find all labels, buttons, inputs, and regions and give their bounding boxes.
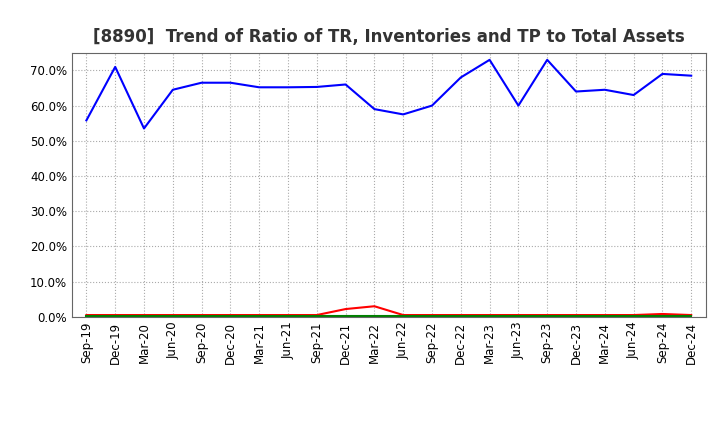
Trade Payables bbox=[399, 313, 408, 319]
Inventories bbox=[226, 80, 235, 85]
Inventories bbox=[399, 112, 408, 117]
Title: [8890]  Trend of Ratio of TR, Inventories and TP to Total Assets: [8890] Trend of Ratio of TR, Inventories… bbox=[93, 28, 685, 46]
Trade Payables bbox=[658, 313, 667, 319]
Inventories bbox=[687, 73, 696, 78]
Trade Receivables bbox=[111, 312, 120, 318]
Trade Receivables bbox=[312, 312, 321, 318]
Inventories bbox=[341, 82, 350, 87]
Inventories bbox=[543, 57, 552, 62]
Trade Receivables bbox=[428, 312, 436, 318]
Trade Receivables bbox=[226, 312, 235, 318]
Trade Receivables bbox=[600, 312, 609, 318]
Trade Payables bbox=[572, 313, 580, 319]
Trade Payables bbox=[629, 313, 638, 319]
Inventories bbox=[629, 92, 638, 98]
Trade Payables bbox=[370, 313, 379, 319]
Inventories bbox=[456, 75, 465, 80]
Trade Receivables bbox=[341, 306, 350, 312]
Inventories bbox=[600, 87, 609, 92]
Trade Payables bbox=[456, 313, 465, 319]
Inventories bbox=[284, 84, 292, 90]
Trade Receivables bbox=[485, 312, 494, 318]
Trade Receivables bbox=[140, 312, 148, 318]
Inventories bbox=[572, 89, 580, 94]
Trade Payables bbox=[255, 313, 264, 319]
Trade Payables bbox=[600, 313, 609, 319]
Trade Receivables bbox=[399, 312, 408, 318]
Trade Receivables bbox=[82, 312, 91, 318]
Trade Receivables bbox=[514, 312, 523, 318]
Inventories bbox=[168, 87, 177, 92]
Trade Receivables bbox=[572, 312, 580, 318]
Inventories bbox=[514, 103, 523, 108]
Trade Payables bbox=[226, 313, 235, 319]
Inventories bbox=[82, 118, 91, 123]
Trade Receivables bbox=[629, 312, 638, 318]
Trade Receivables bbox=[658, 312, 667, 317]
Trade Receivables bbox=[370, 304, 379, 309]
Inventories bbox=[255, 84, 264, 90]
Trade Payables bbox=[341, 313, 350, 319]
Trade Payables bbox=[687, 313, 696, 319]
Trade Payables bbox=[428, 313, 436, 319]
Trade Receivables bbox=[255, 312, 264, 318]
Line: Inventories: Inventories bbox=[86, 60, 691, 128]
Inventories bbox=[197, 80, 206, 85]
Trade Payables bbox=[168, 313, 177, 319]
Trade Payables bbox=[140, 313, 148, 319]
Trade Receivables bbox=[687, 312, 696, 318]
Trade Receivables bbox=[456, 312, 465, 318]
Trade Payables bbox=[543, 313, 552, 319]
Trade Receivables bbox=[168, 312, 177, 318]
Trade Payables bbox=[111, 313, 120, 319]
Trade Payables bbox=[312, 313, 321, 319]
Trade Receivables bbox=[197, 312, 206, 318]
Trade Receivables bbox=[543, 312, 552, 318]
Trade Receivables bbox=[284, 312, 292, 318]
Inventories bbox=[485, 57, 494, 62]
Inventories bbox=[312, 84, 321, 90]
Trade Payables bbox=[197, 313, 206, 319]
Trade Payables bbox=[485, 313, 494, 319]
Trade Payables bbox=[82, 313, 91, 319]
Inventories bbox=[428, 103, 436, 108]
Inventories bbox=[140, 126, 148, 131]
Inventories bbox=[370, 106, 379, 112]
Line: Trade Receivables: Trade Receivables bbox=[86, 306, 691, 315]
Trade Payables bbox=[284, 313, 292, 319]
Inventories bbox=[658, 71, 667, 77]
Trade Payables bbox=[514, 313, 523, 319]
Inventories bbox=[111, 64, 120, 70]
